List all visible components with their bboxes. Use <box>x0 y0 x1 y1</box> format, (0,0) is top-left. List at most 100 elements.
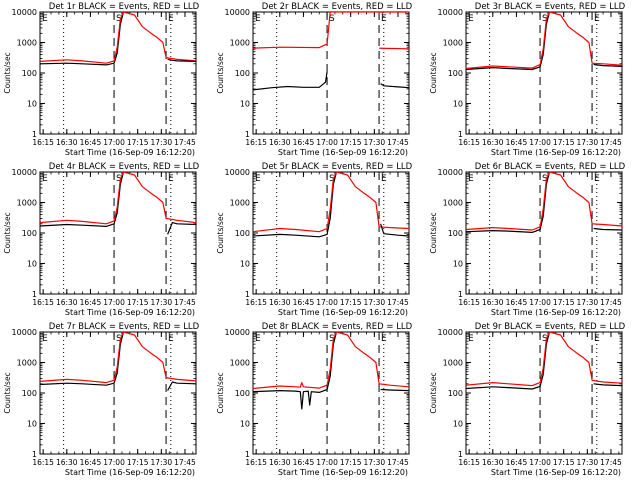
x-axis-label: Start Time (16-Sep-09 16:12:20) <box>491 148 621 157</box>
y-tick-label: 10 <box>240 260 250 269</box>
y-tick-label: 1000 <box>230 199 250 208</box>
end-marker-label: E <box>168 14 174 24</box>
x-axis-label: Start Time (16-Sep-09 16:12:20) <box>278 148 408 157</box>
y-axis-label: Counts/sec <box>3 52 12 93</box>
x-tick-label: 16:30 <box>482 298 504 307</box>
x-tick-label: 16:15 <box>458 138 480 147</box>
x-tick-label: 16:45 <box>80 138 102 147</box>
series-group <box>253 332 409 410</box>
x-tick-label: 17:15 <box>340 458 362 467</box>
series-group <box>40 12 196 66</box>
events-series-line <box>593 227 622 231</box>
end-marker-label: E <box>468 334 474 344</box>
start-marker-label: S <box>329 14 335 24</box>
end-marker-label: E <box>168 334 174 344</box>
y-tick-label: 1000 <box>230 39 250 48</box>
x-tick-label: 16:45 <box>293 298 315 307</box>
events-series-line <box>40 332 125 386</box>
x-tick-label: 16:30 <box>482 138 504 147</box>
end-marker-label: E <box>594 334 600 344</box>
y-tick-label: 1 <box>32 450 37 459</box>
x-tick-label: 17:30 <box>364 458 386 467</box>
y-tick-label: 100 <box>448 69 463 78</box>
x-tick-label: 16:15 <box>245 458 267 467</box>
y-axis-label: Counts/sec <box>216 52 225 93</box>
panel-4: Det 4r BLACK = Events, RED = LLD 1 10 100 10… <box>3 162 200 317</box>
end-marker-label: E <box>168 174 174 184</box>
y-tick-label: 1000 <box>443 199 463 208</box>
panel-7: Det 7r BLACK = Events, RED = LLD 1 10 100 10… <box>3 322 200 477</box>
events-series-line <box>167 222 196 235</box>
y-axis-label: Counts/sec <box>3 212 12 253</box>
x-tick-label: 16:45 <box>80 298 102 307</box>
start-marker-label: S <box>329 334 335 344</box>
x-tick-label: 17:15 <box>553 138 575 147</box>
end-marker-label: E <box>594 14 600 24</box>
end-marker-label: E <box>594 174 600 184</box>
panel-title: Det 2r BLACK = Events, RED = LLD <box>262 2 413 12</box>
y-tick-label: 1 <box>245 450 250 459</box>
x-tick-label: 16:30 <box>269 458 291 467</box>
panel-1: Det 1r BLACK = Events, RED = LLD 1 10 100 10… <box>3 2 200 157</box>
x-tick-label: 17:30 <box>151 298 173 307</box>
panel-title: Det 5r BLACK = Events, RED = LLD <box>262 162 413 172</box>
x-axis-label: Start Time (16-Sep-09 16:12:20) <box>65 148 195 157</box>
start-marker-label: S <box>116 14 122 24</box>
y-tick-label: 1000 <box>230 359 250 368</box>
y-tick-label: 100 <box>22 389 37 398</box>
series-group <box>40 172 196 235</box>
events-series-line <box>167 58 196 62</box>
panel-title: Det 9r BLACK = Events, RED = LLD <box>475 322 626 332</box>
x-tick-label: 16:45 <box>506 138 528 147</box>
y-tick-label: 10000 <box>12 328 37 337</box>
y-tick-label: 10000 <box>225 8 250 17</box>
start-marker-label: S <box>329 174 335 184</box>
y-axis-label: Counts/sec <box>3 372 12 413</box>
end-marker-label: E <box>381 14 387 24</box>
x-tick-label: 17:45 <box>600 298 622 307</box>
y-tick-label: 10000 <box>12 8 37 17</box>
y-tick-label: 10 <box>240 100 250 109</box>
lld-series-line <box>253 172 409 233</box>
events-series-line <box>380 223 409 237</box>
y-tick-label: 1000 <box>443 359 463 368</box>
x-tick-label: 17:45 <box>600 458 622 467</box>
y-tick-label: 1 <box>245 290 250 299</box>
panel-title: Det 4r BLACK = Events, RED = LLD <box>49 162 200 172</box>
end-marker-label: E <box>255 14 261 24</box>
x-tick-label: 17:00 <box>529 298 551 307</box>
end-marker-label: E <box>468 14 474 24</box>
x-tick-label: 16:45 <box>80 458 102 467</box>
x-tick-label: 17:00 <box>316 138 338 147</box>
events-series-line <box>593 63 622 67</box>
panel-9: Det 9r BLACK = Events, RED = LLD 1 10 100 10… <box>429 322 626 477</box>
end-marker-label: E <box>381 334 387 344</box>
events-series-line <box>253 332 338 410</box>
series-group <box>40 332 196 391</box>
y-axis-label: Counts/sec <box>429 212 438 253</box>
events-series-line <box>466 12 551 71</box>
x-tick-label: 17:30 <box>577 298 599 307</box>
x-tick-label: 17:00 <box>103 298 125 307</box>
panel-title: Det 6r BLACK = Events, RED = LLD <box>475 162 626 172</box>
start-marker-label: S <box>116 334 122 344</box>
x-tick-label: 16:15 <box>32 138 54 147</box>
x-tick-label: 17:45 <box>387 298 409 307</box>
x-tick-label: 16:30 <box>269 138 291 147</box>
y-tick-label: 10000 <box>438 168 463 177</box>
y-tick-label: 10000 <box>225 168 250 177</box>
events-series-line <box>167 381 196 391</box>
x-tick-label: 17:45 <box>387 138 409 147</box>
events-series-line <box>380 83 409 89</box>
x-tick-label: 17:15 <box>127 298 149 307</box>
x-axis-label: Start Time (16-Sep-09 16:12:20) <box>278 468 408 477</box>
y-tick-label: 10 <box>27 420 37 429</box>
panel-title: Det 7r BLACK = Events, RED = LLD <box>49 322 200 332</box>
lld-series-line <box>253 12 409 49</box>
y-tick-label: 1 <box>458 450 463 459</box>
end-marker-label: E <box>42 334 48 344</box>
y-tick-label: 100 <box>22 229 37 238</box>
y-axis-label: Counts/sec <box>429 372 438 413</box>
y-tick-label: 100 <box>235 69 250 78</box>
y-axis-label: Counts/sec <box>216 212 225 253</box>
